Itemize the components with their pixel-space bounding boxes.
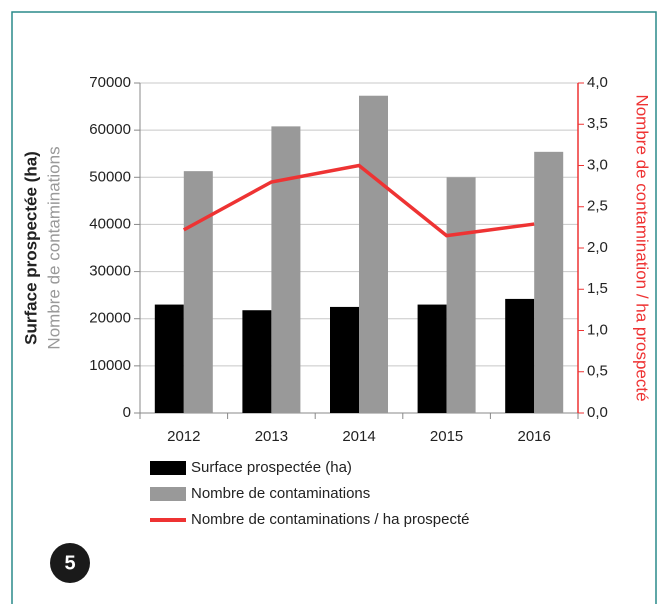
y-tick-label: 0 <box>123 404 131 421</box>
y-tick-label: 50000 <box>89 168 131 185</box>
legend-swatch <box>150 461 186 475</box>
badge-number: 5 <box>64 552 75 574</box>
y2-tick-label: 2,0 <box>587 239 608 256</box>
y-axis-label-secondary: Nombre de contaminations <box>44 146 63 349</box>
y-tick-label: 30000 <box>89 263 131 280</box>
y2-tick-label: 3,5 <box>587 115 608 132</box>
bar <box>183 171 213 413</box>
bar <box>154 304 184 413</box>
y2-axis-label: Nombre de contamination / ha prospecté <box>633 94 652 401</box>
bar <box>505 298 535 413</box>
legend-swatch <box>150 487 186 501</box>
x-tick-label: 2012 <box>167 428 200 445</box>
legend-label: Surface prospectée (ha) <box>191 459 352 476</box>
y2-tick-label: 4,0 <box>587 74 608 91</box>
bar <box>242 310 272 413</box>
legend-label: Nombre de contaminations / ha prospecté <box>191 511 470 528</box>
y-tick-label: 10000 <box>89 357 131 374</box>
bar <box>446 177 476 413</box>
y2-tick-label: 1,5 <box>587 280 608 297</box>
x-tick-label: 2013 <box>255 428 288 445</box>
y2-tick-label: 0,5 <box>587 363 608 380</box>
badge-circle <box>50 543 90 583</box>
bar <box>534 151 564 414</box>
bar <box>330 306 359 413</box>
frame <box>11 11 657 604</box>
line-series <box>182 163 535 238</box>
y-tick-label: 20000 <box>89 310 131 327</box>
bar <box>271 126 301 413</box>
y-tick-label: 70000 <box>89 74 131 91</box>
bar <box>417 304 447 413</box>
y-tick-label: 60000 <box>89 121 131 138</box>
legend-swatch <box>150 518 186 522</box>
y2-tick-label: 1,0 <box>587 321 608 338</box>
y-tick-label: 40000 <box>89 215 131 232</box>
x-tick-label: 2016 <box>518 428 551 445</box>
x-tick-label: 2015 <box>430 428 463 445</box>
y2-tick-label: 0,0 <box>587 404 608 421</box>
legend-label: Nombre de contaminations <box>191 485 370 502</box>
x-tick-label: 2014 <box>342 428 375 445</box>
y-axis-label: Surface prospectée (ha) <box>21 151 40 345</box>
bar <box>359 95 388 413</box>
y2-tick-label: 2,5 <box>587 198 608 215</box>
y2-tick-label: 3,0 <box>587 156 608 173</box>
